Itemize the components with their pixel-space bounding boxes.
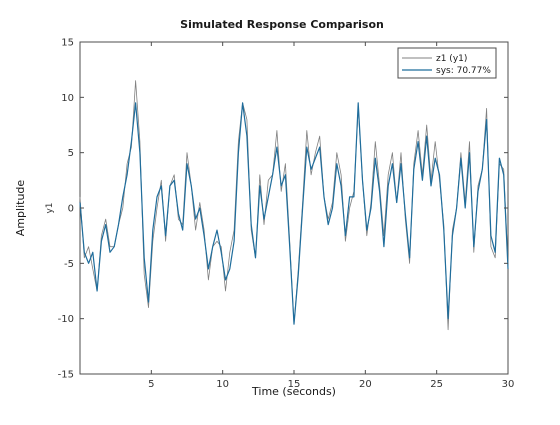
y-tick-label: 5: [68, 148, 74, 159]
series-layer: [79, 80, 509, 331]
x-tick-label: 25: [430, 379, 443, 390]
y-tick-label: -15: [58, 370, 74, 381]
x-tick-label: 30: [502, 379, 515, 390]
legend: z1 (y1) sys: 70.77%: [397, 47, 497, 79]
legend-box: [397, 47, 497, 79]
x-tick-label: 15: [288, 379, 301, 390]
x-tick-label: 20: [359, 379, 372, 390]
y-axis-label: Amplitude: [14, 180, 27, 237]
series-line-simulated: [79, 102, 509, 325]
y-tick-label: -10: [58, 314, 74, 325]
y-tick-label: -5: [64, 259, 74, 270]
y-tick-label: 15: [61, 38, 74, 49]
channel-label: y1: [45, 202, 55, 213]
legend-label-simulated: sys: 70.77%: [436, 66, 491, 76]
x-tick-label: 10: [216, 379, 229, 390]
chart-title: Simulated Response Comparison: [180, 18, 384, 31]
x-tick-label: 5: [148, 379, 154, 390]
y-tick-label: 10: [61, 93, 74, 104]
x-axis-ticks: 5 10 15 20 25 30: [148, 42, 514, 390]
y-axis-ticks: -15 -10 -5 0 5 10 15: [58, 38, 508, 381]
legend-label-measured: z1 (y1): [436, 54, 467, 64]
x-axis-label: Time (seconds): [251, 385, 336, 398]
y-tick-label: 0: [68, 204, 74, 215]
